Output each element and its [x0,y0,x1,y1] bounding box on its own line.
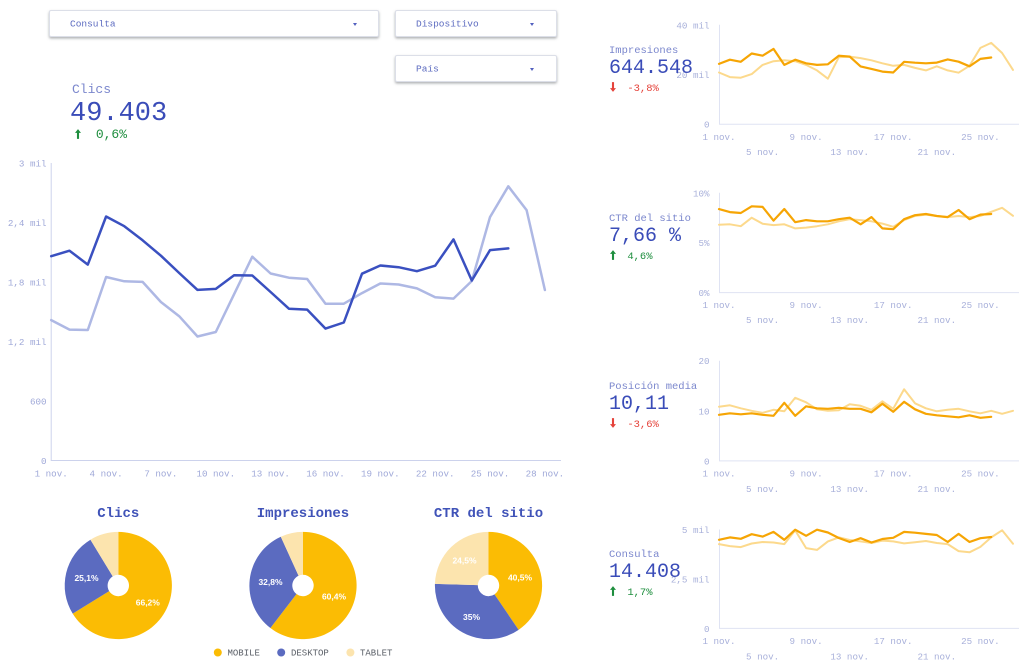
svg-text:25 nov.: 25 nov. [961,469,1000,480]
svg-text:1,8 mil: 1,8 mil [8,278,47,289]
svg-text:5 nov.: 5 nov. [746,652,779,663]
svg-text:9 nov.: 9 nov. [790,636,823,647]
svg-text:21 nov.: 21 nov. [917,652,956,663]
svg-text:17 nov.: 17 nov. [874,300,913,311]
svg-text:0: 0 [41,456,47,467]
svg-text:21 nov.: 21 nov. [917,147,956,158]
svg-text:60,4%: 60,4% [322,592,347,602]
svg-text:25 nov.: 25 nov. [961,300,1000,311]
svg-text:22 nov.: 22 nov. [416,469,455,480]
svg-text:25 nov.: 25 nov. [961,636,1000,647]
svg-text:2,5 mil: 2,5 mil [671,575,710,586]
svg-text:17 nov.: 17 nov. [874,636,913,647]
svg-text:0: 0 [704,120,710,131]
svg-text:TABLET: TABLET [360,649,393,659]
svg-text:13 nov.: 13 nov. [251,469,290,480]
svg-text:5 nov.: 5 nov. [746,484,779,495]
svg-text:5 nov.: 5 nov. [746,315,779,326]
svg-text:600: 600 [30,397,47,408]
svg-text:13 nov.: 13 nov. [830,652,869,663]
svg-text:MOBILE: MOBILE [228,649,260,659]
svg-text:7 nov.: 7 nov. [144,469,177,480]
svg-text:1,2 mil: 1,2 mil [8,337,47,348]
svg-text:17 nov.: 17 nov. [874,132,913,143]
svg-text:25 nov.: 25 nov. [961,132,1000,143]
svg-text:DESKTOP: DESKTOP [291,649,329,659]
svg-text:0%: 0% [698,288,710,299]
svg-text:20 mil: 20 mil [676,70,709,81]
svg-text:24,5%: 24,5% [452,556,477,566]
svg-text:5 mil: 5 mil [682,525,710,536]
svg-text:40 mil: 40 mil [676,20,709,31]
svg-text:1 nov.: 1 nov. [702,636,735,647]
svg-text:13 nov.: 13 nov. [830,484,869,495]
svg-text:35%: 35% [463,612,480,622]
svg-text:5 nov.: 5 nov. [746,147,779,158]
svg-text:1 nov.: 1 nov. [702,132,735,143]
svg-text:19 nov.: 19 nov. [361,469,400,480]
svg-text:9 nov.: 9 nov. [790,300,823,311]
svg-text:25 nov.: 25 nov. [471,469,510,480]
svg-text:40,5%: 40,5% [508,573,533,583]
svg-text:25,1%: 25,1% [74,573,99,583]
svg-text:1 nov.: 1 nov. [702,300,735,311]
svg-text:1 nov.: 1 nov. [702,469,735,480]
svg-text:17 nov.: 17 nov. [874,469,913,480]
svg-text:66,2%: 66,2% [136,598,161,608]
svg-text:21 nov.: 21 nov. [917,315,956,326]
svg-text:5%: 5% [698,238,710,249]
svg-text:2,4 mil: 2,4 mil [8,218,47,229]
svg-text:10%: 10% [693,188,710,199]
svg-text:13 nov.: 13 nov. [830,315,869,326]
svg-text:21 nov.: 21 nov. [917,484,956,495]
svg-text:32,8%: 32,8% [258,577,283,587]
svg-text:28 nov.: 28 nov. [526,469,565,480]
svg-text:4 nov.: 4 nov. [90,469,123,480]
svg-text:20: 20 [698,356,709,367]
svg-text:10 nov.: 10 nov. [196,469,235,480]
svg-text:13 nov.: 13 nov. [830,147,869,158]
svg-text:1 nov.: 1 nov. [35,469,68,480]
svg-text:10: 10 [698,406,709,417]
svg-text:16 nov.: 16 nov. [306,469,345,480]
svg-text:0: 0 [704,456,710,467]
svg-text:0: 0 [704,624,710,635]
svg-text:3 mil: 3 mil [19,159,47,170]
svg-text:9 nov.: 9 nov. [790,469,823,480]
svg-text:9 nov.: 9 nov. [790,132,823,143]
